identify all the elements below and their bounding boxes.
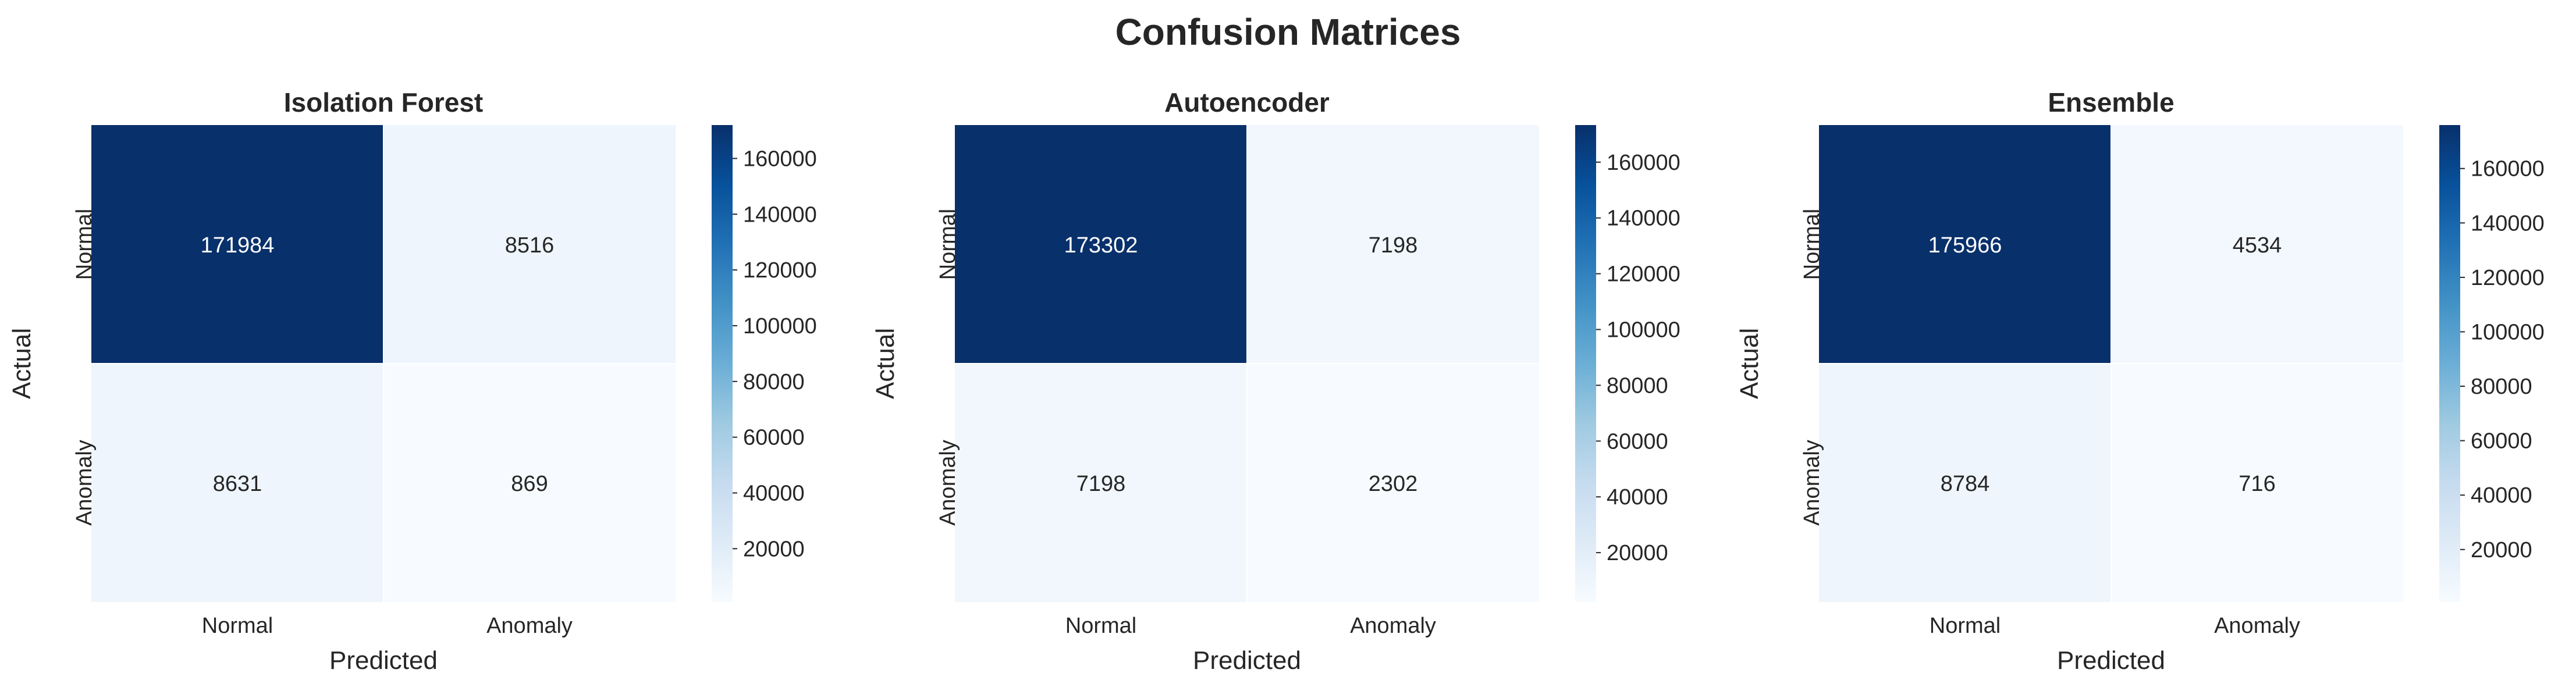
x-tick-label: Anomaly — [1350, 614, 1436, 638]
cell-value-label: 8631 — [213, 472, 262, 496]
colorbar-tick-label: 120000 — [2471, 266, 2545, 290]
heatmap-cell — [955, 125, 1247, 364]
colorbar-tick-label: 120000 — [1607, 262, 1680, 287]
heatmap-panel-3: Ensemble 175966 4534 8784 716 Normal Anomaly No… — [1735, 87, 2545, 675]
y-axis-label: Actual — [871, 328, 900, 399]
y-axis-label: Actual — [1735, 328, 1764, 399]
colorbar-tick-label: 100000 — [1607, 318, 1680, 343]
heatmap-panel-2: Autoencoder 173302 7198 7198 2302 Normal Anoma… — [871, 87, 1680, 675]
heatmap-cell — [2111, 364, 2403, 602]
colorbar-tick-label: 120000 — [743, 258, 817, 283]
y-tick-label: Anomaly — [1800, 440, 1824, 526]
colorbar-tick-label: 100000 — [743, 314, 817, 339]
colorbar-tick-label: 140000 — [743, 202, 817, 227]
cell-value-label: 173302 — [1064, 233, 1138, 258]
cell-value-label: 8784 — [1941, 472, 1990, 496]
colorbar-tick-label: 40000 — [2471, 483, 2532, 508]
heatmap-cell — [1819, 125, 2111, 364]
colorbar-tick-label: 80000 — [1607, 373, 1668, 398]
x-tick-label: Anomaly — [2214, 614, 2300, 638]
colorbar-tick-label: 40000 — [1607, 485, 1668, 510]
cell-value-label: 7198 — [1076, 472, 1126, 496]
cell-value-label: 8516 — [505, 233, 555, 258]
heatmap-cell — [383, 125, 676, 364]
heatmap-cell — [955, 364, 1247, 602]
colorbar-tick-label: 140000 — [2471, 211, 2545, 236]
x-tick-label: Normal — [1065, 614, 1136, 638]
colorbar-tick-label: 40000 — [743, 481, 805, 505]
colorbar-tick-label: 160000 — [1607, 151, 1680, 175]
colorbar-tick-label: 60000 — [743, 426, 805, 450]
heatmap-cell — [91, 125, 383, 364]
panel-title: Autoencoder — [1164, 87, 1330, 117]
heatmap-cell — [1247, 125, 1539, 364]
cell-value-label: 175966 — [1928, 233, 2002, 258]
figure-title: Confusion Matrices — [1115, 11, 1461, 53]
y-tick-label: Normal — [72, 209, 97, 280]
colorbar — [1575, 125, 1596, 602]
panel-title: Ensemble — [2048, 87, 2174, 117]
heatmap-cell — [91, 364, 383, 602]
x-tick-label: Normal — [1930, 614, 2001, 638]
x-axis-label: Predicted — [2057, 646, 2165, 675]
x-tick-label: Normal — [202, 614, 273, 638]
colorbar-tick-label: 20000 — [2471, 538, 2532, 562]
x-axis-label: Predicted — [1193, 646, 1301, 675]
colorbar-tick-label: 160000 — [743, 147, 817, 171]
y-tick-label: Normal — [1800, 209, 1824, 280]
colorbar-tick-label: 100000 — [2471, 320, 2545, 344]
y-tick-label: Normal — [936, 209, 960, 280]
colorbar-tick-label: 160000 — [2471, 157, 2545, 181]
heatmap-cell — [383, 364, 676, 602]
x-axis-label: Predicted — [329, 646, 438, 675]
heatmap-cell — [1247, 364, 1539, 602]
cell-value-label: 4534 — [2233, 233, 2282, 258]
panel-title: Isolation Forest — [284, 87, 483, 117]
heatmap-panel-1: Isolation Forest 171984 8516 8631 869 Normal A… — [8, 87, 817, 675]
colorbar-tick-label: 60000 — [2471, 429, 2532, 454]
cell-value-label: 7198 — [1369, 233, 1418, 258]
colorbar-tick-label: 80000 — [2471, 375, 2532, 399]
colorbar — [712, 125, 733, 602]
cell-value-label: 2302 — [1369, 472, 1418, 496]
cell-value-label: 869 — [511, 472, 548, 496]
colorbar-tick-label: 20000 — [1607, 541, 1668, 565]
colorbar-tick-label: 20000 — [743, 537, 805, 561]
y-tick-label: Anomaly — [936, 440, 960, 526]
colorbar-tick-label: 60000 — [1607, 429, 1668, 454]
cell-value-label: 171984 — [201, 233, 275, 258]
colorbar — [2439, 125, 2460, 602]
heatmap-cell — [2111, 125, 2403, 364]
colorbar-tick-label: 80000 — [743, 370, 805, 394]
x-tick-label: Anomaly — [486, 614, 573, 638]
y-tick-label: Anomaly — [72, 440, 97, 526]
y-axis-label: Actual — [8, 328, 36, 399]
colorbar-tick-label: 140000 — [1607, 206, 1680, 231]
heatmap-cell — [1819, 364, 2111, 602]
cell-value-label: 716 — [2239, 472, 2275, 496]
